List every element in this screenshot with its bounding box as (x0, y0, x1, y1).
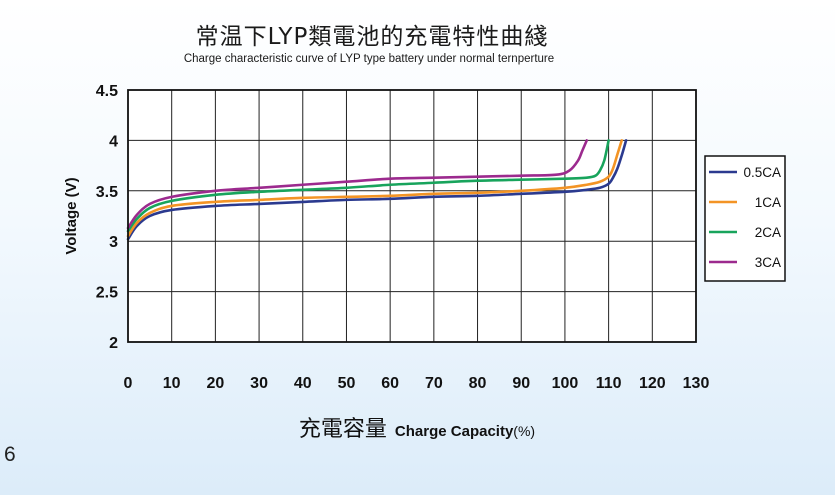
x-tick-label: 0 (124, 375, 133, 392)
chart-title: 常温下LYP類電池的充電特性曲綫 (196, 24, 549, 50)
x-tick-label: 100 (552, 375, 579, 392)
legend-label: 2CA (755, 225, 781, 240)
legend-items: 0.5CA 1CA 2CA 3CA (709, 165, 781, 270)
x-tick-label: 90 (512, 375, 530, 392)
x-tick-label: 20 (206, 375, 224, 392)
x-tick-label: 120 (639, 375, 666, 392)
x-tick-label: 10 (163, 375, 181, 392)
legend-box (704, 155, 786, 282)
series-lines (126, 139, 628, 241)
series-line-3ca (126, 139, 589, 230)
x-tick-label: 50 (338, 375, 356, 392)
y-tick-label: 3.5 (96, 184, 118, 201)
legend-label: 0.5CA (743, 165, 781, 180)
x-axis-ticks: 0 10 20 30 40 50 60 70 80 90 100 110 120 130 (124, 375, 710, 392)
legend-label: 1CA (755, 195, 781, 210)
x-tick-label: 110 (596, 375, 622, 392)
y-tick-label: 3 (109, 234, 118, 251)
legend-label: 3CA (755, 255, 781, 270)
x-axis-label: 充電容量 Charge Capacity(%) (299, 417, 535, 442)
y-tick-label: 2.5 (96, 285, 118, 302)
plot-area (128, 90, 696, 342)
series-line-1ca (126, 139, 624, 238)
x-tick-label: 30 (250, 375, 268, 392)
y-axis-label: Voltage (V) (63, 177, 80, 254)
x-tick-label: 130 (683, 375, 710, 392)
plot-frame (127, 89, 697, 343)
x-axis-label-cn: 充電容量 (299, 417, 387, 442)
x-axis-label-en: Charge Capacity (395, 423, 514, 440)
x-tick-label: 40 (294, 375, 312, 392)
x-tick-label: 70 (425, 375, 443, 392)
y-tick-label: 2 (109, 335, 118, 352)
y-axis-ticks: 4.5 4 3.5 3 2.5 2 (96, 83, 118, 352)
page-number: 6 (4, 443, 16, 466)
x-tick-label: 60 (381, 375, 399, 392)
x-axis-label-unit: (%) (513, 423, 535, 439)
x-tick-label: 80 (469, 375, 487, 392)
chart-subtitle: Charge characteristic curve of LYP type … (184, 53, 554, 65)
legend: 0.5CA 1CA 2CA 3CA (704, 155, 786, 282)
series-line-0_5ca (126, 139, 628, 241)
y-tick-label: 4 (109, 133, 118, 150)
y-tick-label: 4.5 (96, 83, 118, 100)
series-line-2ca (126, 139, 610, 233)
